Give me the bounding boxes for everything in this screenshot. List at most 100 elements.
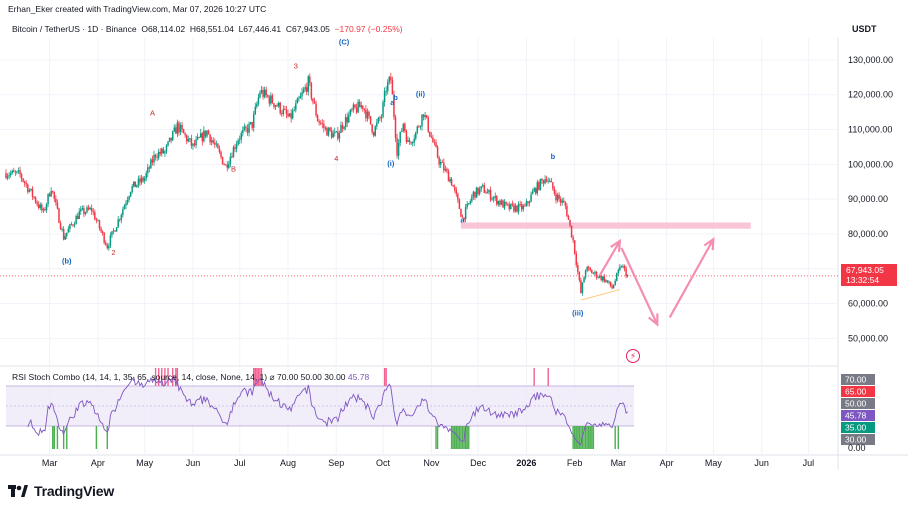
candle-body bbox=[229, 156, 232, 164]
candle bbox=[346, 112, 348, 128]
candle-body bbox=[391, 79, 394, 95]
tradingview-logo[interactable]: TradingView bbox=[8, 483, 114, 499]
candle-body bbox=[92, 211, 95, 213]
candle-body bbox=[231, 156, 233, 158]
candle-body bbox=[471, 196, 473, 202]
candle-body bbox=[83, 208, 85, 215]
candle-body bbox=[503, 201, 506, 208]
candle bbox=[453, 184, 456, 193]
candle-body bbox=[338, 132, 341, 139]
candle bbox=[612, 284, 615, 289]
candle-body bbox=[125, 203, 127, 206]
candle-body bbox=[460, 208, 462, 217]
candle bbox=[575, 250, 577, 268]
candle-body bbox=[84, 212, 87, 215]
candle-body bbox=[569, 219, 571, 226]
candle bbox=[90, 204, 93, 215]
candle-body bbox=[508, 204, 511, 210]
candle bbox=[443, 158, 445, 174]
candle bbox=[435, 139, 437, 148]
candle bbox=[281, 110, 283, 117]
candle-body bbox=[298, 98, 300, 100]
candle-body bbox=[564, 202, 567, 206]
candle-body bbox=[358, 101, 361, 108]
candle bbox=[83, 205, 85, 218]
rsi-axis-tag bbox=[841, 422, 875, 433]
candle bbox=[108, 243, 110, 251]
price-tick-label: 110,000.00 bbox=[848, 125, 892, 135]
candle-body bbox=[483, 185, 486, 193]
candle bbox=[73, 221, 76, 228]
candle-body bbox=[622, 266, 624, 268]
candle bbox=[542, 179, 545, 187]
candle-body bbox=[333, 131, 336, 134]
candle bbox=[422, 113, 425, 121]
candle-body bbox=[458, 199, 461, 209]
time-tick-label: May bbox=[705, 458, 723, 468]
resistance-zone bbox=[460, 222, 751, 229]
candle bbox=[22, 178, 24, 183]
candle-body bbox=[394, 117, 397, 138]
candle-body bbox=[55, 198, 57, 203]
candle-body bbox=[137, 178, 140, 185]
candle-body bbox=[383, 91, 386, 103]
candle-body bbox=[14, 171, 17, 173]
candle-body bbox=[620, 266, 623, 268]
candle bbox=[307, 74, 310, 96]
candle bbox=[16, 170, 18, 175]
candle bbox=[369, 116, 372, 125]
candle-body bbox=[461, 216, 464, 218]
candle-body bbox=[522, 205, 525, 210]
candle bbox=[61, 227, 63, 232]
candle-body bbox=[268, 96, 271, 104]
symbol-legend[interactable]: Bitcoin / TetherUS · 1D · Binance O68,11… bbox=[12, 24, 403, 34]
lightning-icon[interactable]: ⚡ bbox=[626, 349, 640, 363]
candle bbox=[446, 167, 448, 174]
candle-body bbox=[432, 137, 434, 143]
candle bbox=[520, 201, 523, 213]
candle-body bbox=[329, 127, 331, 131]
candle-body bbox=[482, 185, 484, 187]
candle-body bbox=[112, 230, 115, 232]
candle bbox=[136, 184, 138, 188]
candle bbox=[182, 128, 185, 134]
candle-body bbox=[525, 201, 528, 206]
candle-body bbox=[66, 232, 68, 237]
candle bbox=[229, 152, 232, 168]
candle bbox=[467, 203, 470, 206]
candle bbox=[209, 133, 211, 146]
candle-body bbox=[586, 266, 588, 271]
candle-body bbox=[494, 196, 496, 198]
candle-body bbox=[128, 196, 130, 200]
candle-body bbox=[212, 140, 214, 143]
rsi-legend[interactable]: RSI Stoch Combo (14, 14, 1, 35, 65, sour… bbox=[12, 372, 369, 383]
candle-body bbox=[566, 205, 568, 217]
candle-body bbox=[556, 194, 559, 201]
candle-body bbox=[296, 98, 299, 104]
candle-body bbox=[382, 102, 384, 117]
candle-body bbox=[583, 277, 585, 283]
candle-body bbox=[538, 182, 540, 190]
currency-label[interactable]: USDT bbox=[852, 24, 877, 34]
candle bbox=[151, 155, 154, 166]
candle-body bbox=[203, 130, 205, 142]
candle-body bbox=[577, 265, 579, 272]
candle-body bbox=[61, 229, 63, 230]
candle-body bbox=[148, 167, 151, 169]
time-tick-label: Apr bbox=[660, 458, 674, 468]
candle-body bbox=[444, 168, 447, 171]
candle-body bbox=[64, 236, 66, 240]
wave-label: (ii) bbox=[416, 89, 426, 98]
candle-body bbox=[287, 114, 289, 117]
candle-body bbox=[555, 193, 557, 201]
candle bbox=[260, 86, 263, 95]
candle bbox=[246, 124, 249, 136]
candle bbox=[587, 265, 590, 272]
candle-body bbox=[416, 126, 419, 133]
candle-body bbox=[44, 209, 46, 211]
candle bbox=[433, 139, 436, 146]
candle-body bbox=[142, 177, 144, 181]
candle bbox=[268, 95, 271, 107]
candle-body bbox=[422, 114, 425, 118]
